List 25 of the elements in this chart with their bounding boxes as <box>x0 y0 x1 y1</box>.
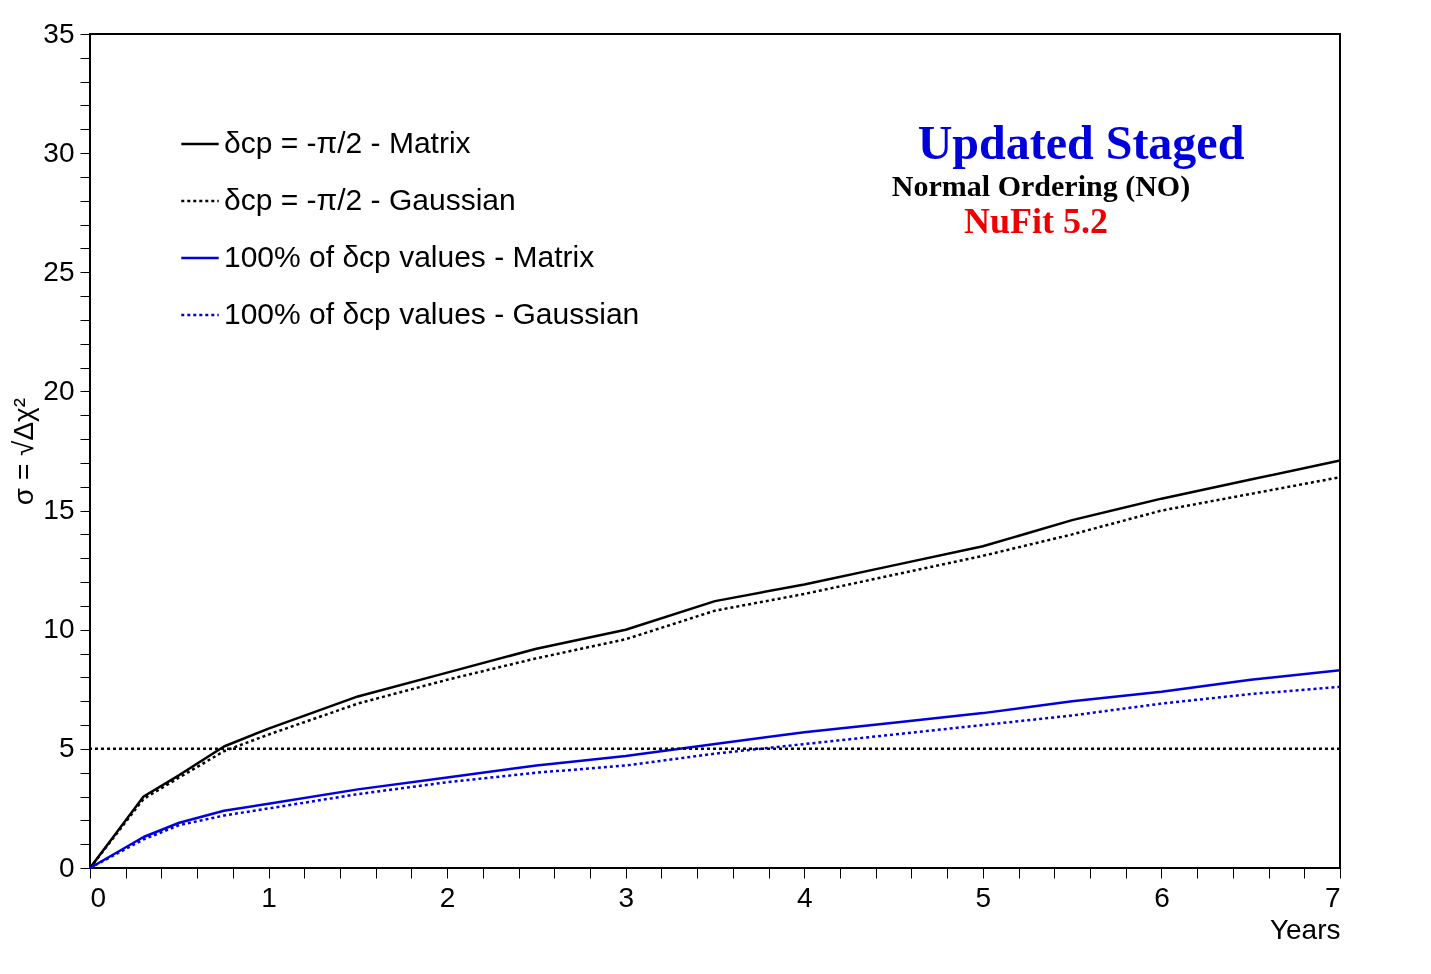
y-tick-label: 15 <box>43 494 75 526</box>
x-tick-label: 7 <box>1324 881 1341 913</box>
legend-label: 100% of δcp values - Gaussian <box>224 297 640 330</box>
x-tick-label: 4 <box>797 881 813 913</box>
x-tick-label: 2 <box>439 881 456 913</box>
x-tick-label: 0 <box>90 881 107 913</box>
y-tick-label: 35 <box>43 17 75 49</box>
annotation: Normal Ordering (NO) <box>891 169 1191 203</box>
legend-label: δcp = -π/2 - Gaussian <box>224 183 516 216</box>
legend-label: 100% of δcp values - Matrix <box>224 240 595 273</box>
annotation: NuFit 5.2 <box>964 201 1108 241</box>
x-axis-title: Years <box>1269 913 1341 945</box>
legend-label: δcp = -π/2 - Matrix <box>224 126 471 159</box>
x-tick-label: 5 <box>975 881 992 913</box>
x-tick-label: 3 <box>618 881 634 913</box>
y-tick-label: 20 <box>43 374 75 406</box>
y-axis-title: σ = √Δχ² <box>8 397 40 506</box>
annotation: Updated Staged <box>917 116 1245 169</box>
y-tick-label: 5 <box>58 732 75 764</box>
x-tick-label: 6 <box>1154 881 1170 913</box>
y-tick-label: 0 <box>58 851 75 883</box>
x-tick-label: 1 <box>261 881 277 913</box>
y-tick-label: 25 <box>43 255 75 287</box>
y-tick-label: 30 <box>43 136 75 168</box>
y-tick-label: 10 <box>43 613 75 645</box>
